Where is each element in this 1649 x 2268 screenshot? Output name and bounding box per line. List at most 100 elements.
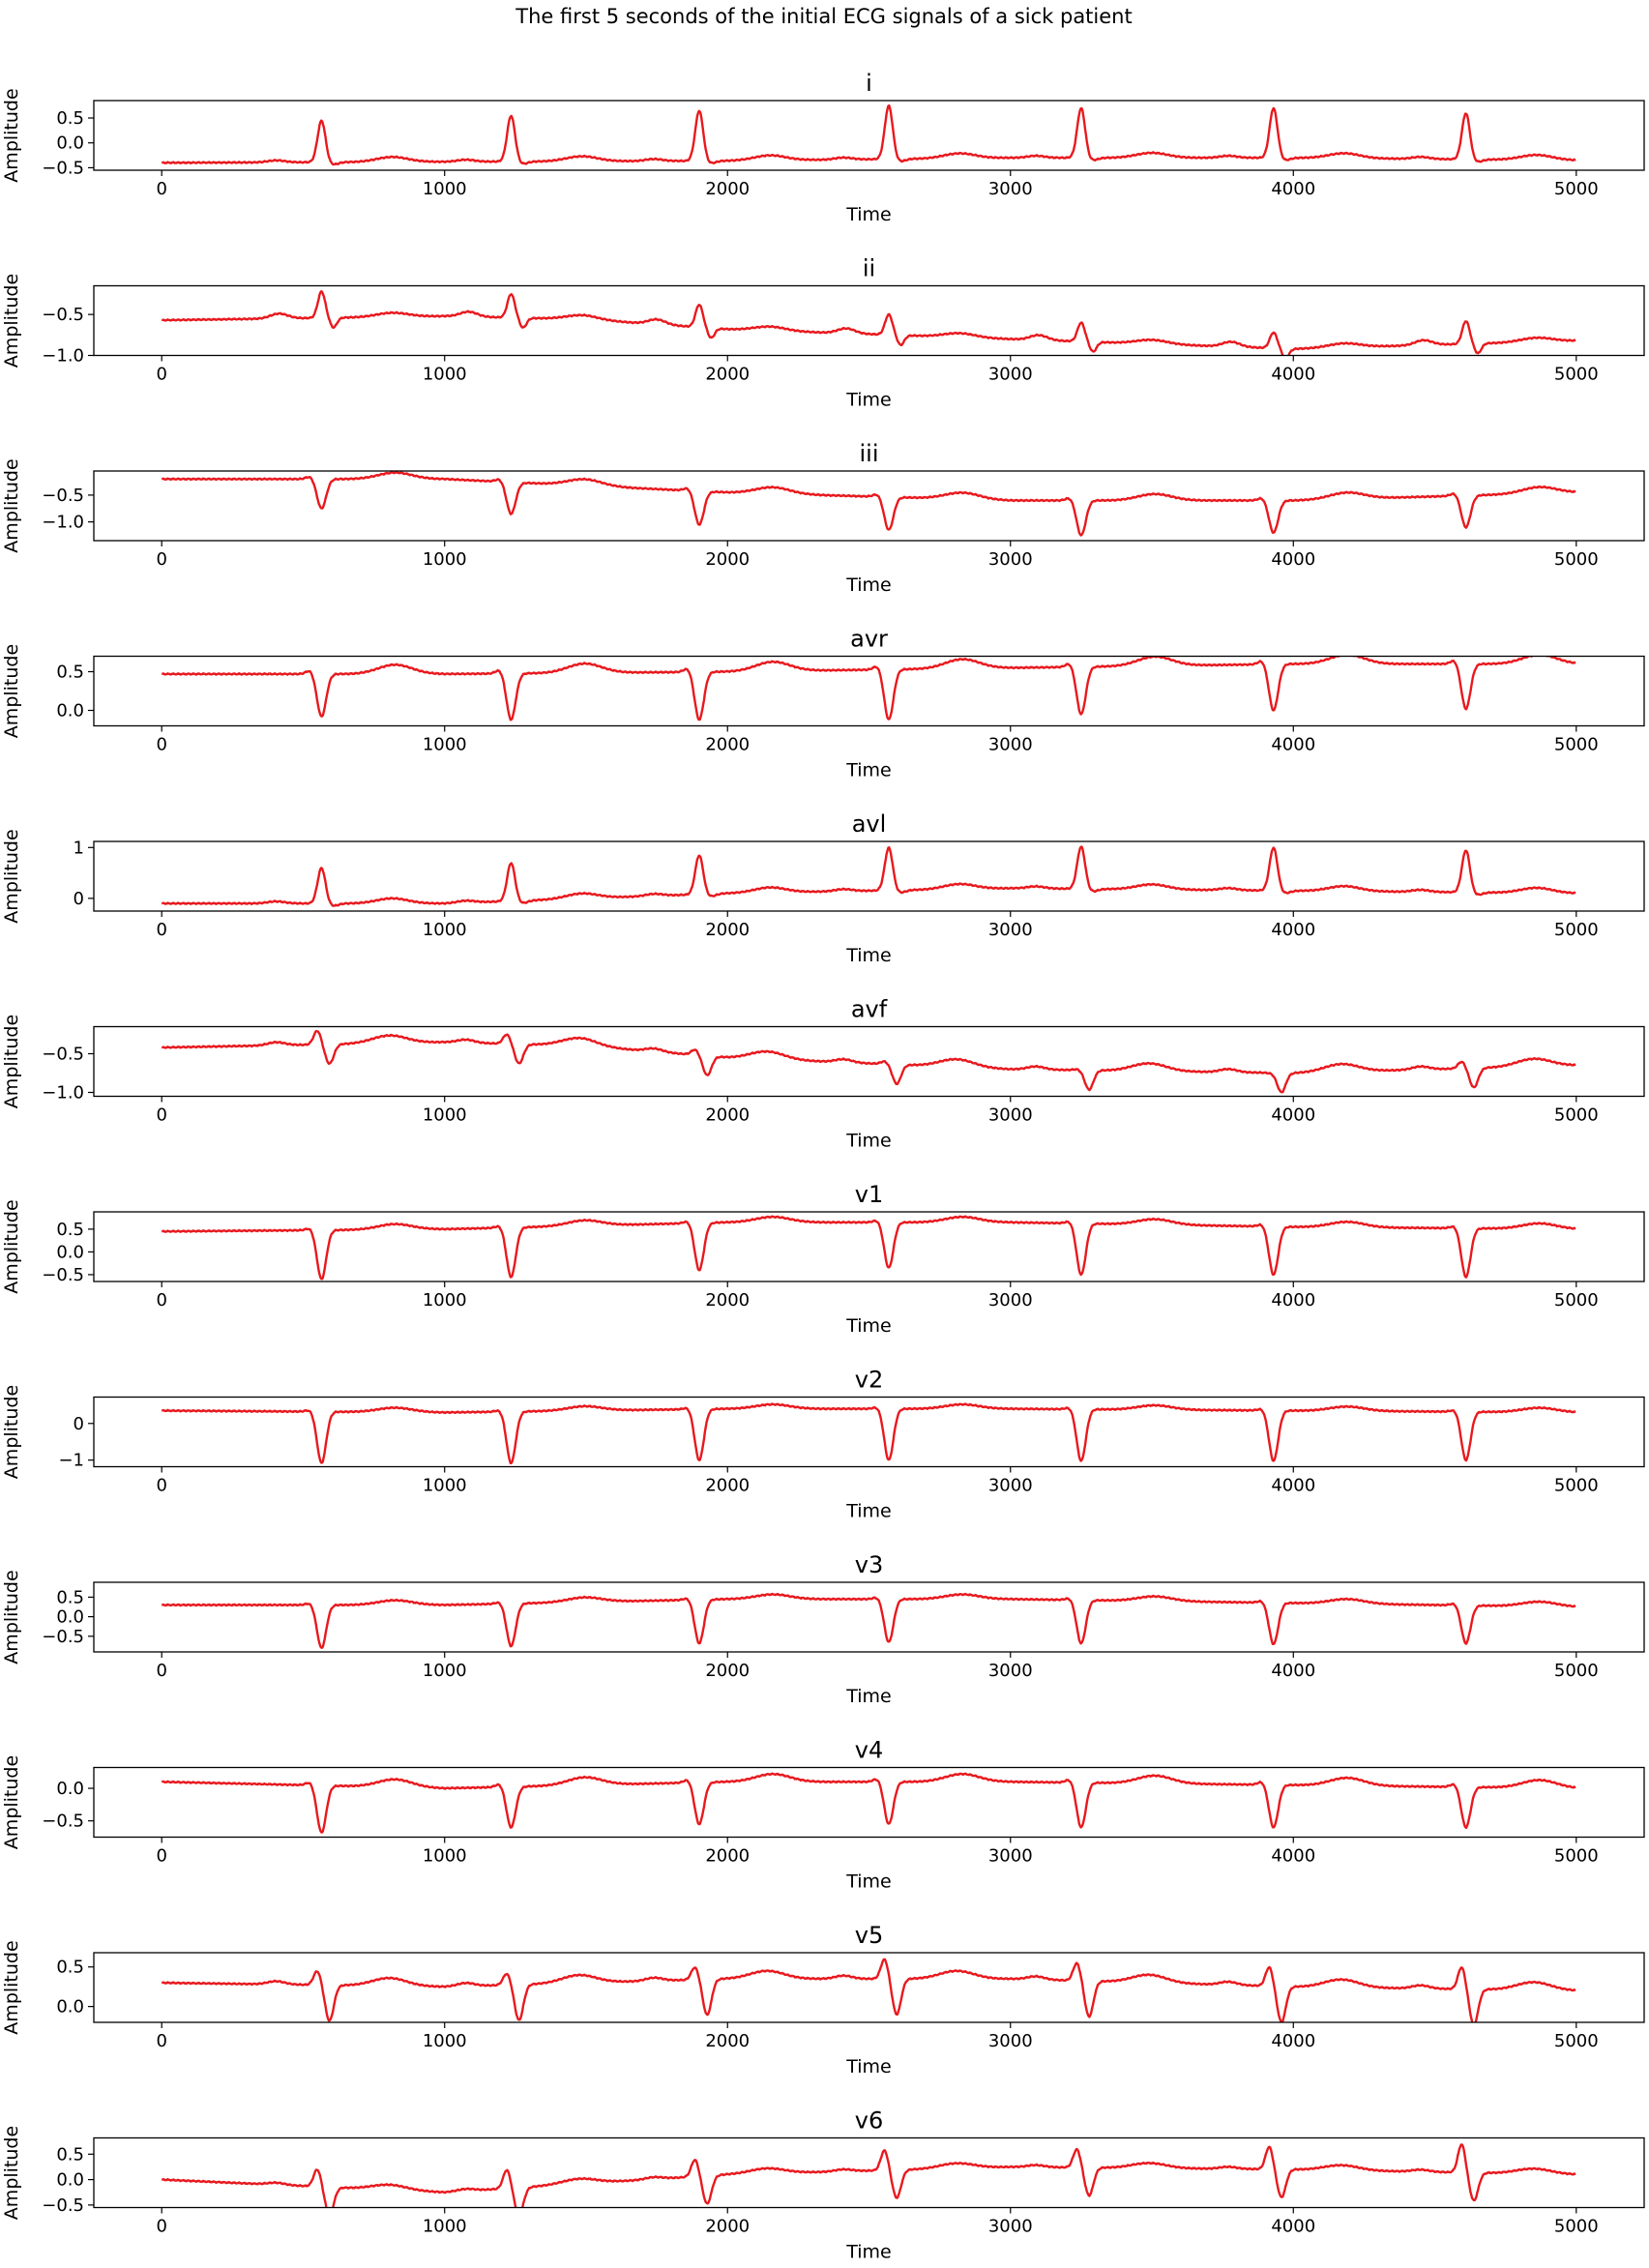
x-axis-label-v1: Time	[845, 1315, 892, 1337]
y-axis-label-v3: Amplitude	[1, 1570, 22, 1664]
x-tick-label-v3-4000: 4000	[1271, 1661, 1315, 1681]
y-tick-label-v6-1: 0.0	[56, 2170, 84, 2191]
ecg-panel-avf: avf 0 1000 2000 3000 4000 5000 −1.0 −0.5 Time Ampl…	[1, 996, 1645, 1152]
x-tick-label-v2-4000: 4000	[1271, 1476, 1315, 1496]
x-tick-label-avr-4000: 4000	[1271, 735, 1315, 755]
x-tick-label-iii-3000: 3000	[988, 549, 1033, 570]
ecg-panel-v4: v4 0 1000 2000 3000 4000 5000 −0.5 0.0 Time Amplit…	[1, 1737, 1645, 1893]
x-tick-label-v6-1000: 1000	[423, 2217, 467, 2237]
figure-title: The first 5 seconds of the initial ECG s…	[515, 5, 1132, 28]
x-tick-label-v4-0: 0	[156, 1846, 166, 1867]
axes-frame-v4	[93, 1766, 1645, 1839]
x-axis-label-avf: Time	[845, 1131, 892, 1152]
x-tick-label-i-3000: 3000	[988, 179, 1033, 199]
x-tick-label-v4-2000: 2000	[705, 1846, 750, 1867]
x-tick-label-avf-5000: 5000	[1554, 1105, 1599, 1126]
ecg-panel-avr: avr 0 1000 2000 3000 4000 5000 0.0 0.5 Time Amplit…	[1, 626, 1645, 781]
panel-title-v3: v3	[855, 1551, 883, 1578]
x-tick-label-avr-3000: 3000	[988, 735, 1033, 755]
x-tick-label-ii-5000: 5000	[1554, 365, 1599, 385]
y-tick-label-v4-0: −0.5	[42, 1811, 84, 1832]
ecg-panel-v6: v6 0 1000 2000 3000 4000 5000 −0.5 0.0 0.5 Time Amp…	[1, 2107, 1645, 2263]
y-axis-label-ii: Amplitude	[1, 274, 22, 368]
panel-title-avr: avr	[850, 626, 888, 653]
y-tick-label-avf-1: −0.5	[42, 1045, 84, 1065]
ecg-panel-v3: v3 0 1000 2000 3000 4000 5000 −0.50.00.5 Time Amp…	[1, 1551, 1645, 1707]
y-tick-label-v3-0: −0.5	[42, 1627, 84, 1647]
y-tick-label-avl-1: 1	[74, 838, 84, 858]
x-tick-label-v5-4000: 4000	[1271, 2031, 1315, 2051]
y-tick-label-v1-0: −0.5	[42, 1265, 84, 1285]
x-axis-label-v4: Time	[845, 1871, 892, 1893]
x-tick-label-v1-5000: 5000	[1554, 1290, 1599, 1311]
series-line-v1	[161, 1215, 1576, 1281]
x-tick-label-avr-0: 0	[156, 735, 166, 755]
x-axis-label-v5: Time	[845, 2056, 892, 2077]
x-tick-label-i-5000: 5000	[1554, 179, 1599, 199]
x-tick-label-v2-0: 0	[156, 1476, 166, 1496]
x-tick-label-i-4000: 4000	[1271, 179, 1315, 199]
x-tick-label-v5-3000: 3000	[988, 2031, 1033, 2051]
panels: i0 1000 2000 3000 4000 5000−0.50.00.5TimeAmpl…	[1, 70, 1645, 2263]
x-tick-label-avf-3000: 3000	[988, 1105, 1033, 1126]
x-axis-label-ii: Time	[845, 390, 892, 411]
y-tick-label-i-1: 0.0	[56, 133, 84, 154]
x-tick-label-v4-4000: 4000	[1271, 1846, 1315, 1867]
x-tick-label-ii-3000: 3000	[988, 365, 1033, 385]
x-tick-label-v3-1000: 1000	[423, 1661, 467, 1681]
y-tick-label-i-0: −0.5	[42, 158, 84, 178]
x-tick-label-avf-0: 0	[156, 1105, 166, 1126]
x-tick-label-v1-0: 0	[156, 1290, 166, 1311]
ecg-panel-i: i 0 1000 2000 3000 4000 5000 −0.5 0.0 0.5 Time Ampl…	[1, 70, 1645, 225]
x-tick-label-v3-0: 0	[156, 1661, 166, 1681]
panel-title-avf: avf	[851, 996, 888, 1023]
y-axis-label-avr: Amplitude	[1, 644, 22, 738]
ecg-panel-iii: iii 0 1000 2000 3000 4000 5000 −1.0 −0.5 Time Ampl…	[1, 440, 1645, 596]
x-tick-label-v5-0: 0	[156, 2031, 166, 2051]
axes-frame-i	[93, 100, 1645, 171]
axes-frame-ii	[93, 284, 1645, 357]
y-tick-label-ii-1: −0.5	[42, 305, 84, 325]
x-tick-label-v5-1000: 1000	[423, 2031, 467, 2051]
ecg-panel-v2: v2 0 1000 2000 3000 4000 5000 −1 0 Time Amplitude	[1, 1367, 1645, 1522]
y-tick-label-iii-1: −0.5	[42, 486, 84, 506]
x-tick-label-v2-5000: 5000	[1554, 1476, 1599, 1496]
axes-frame-avl	[93, 840, 1645, 912]
x-axis-label-v6: Time	[845, 2242, 892, 2263]
x-tick-label-v6-5000: 5000	[1554, 2217, 1599, 2237]
x-tick-label-iii-1000: 1000	[423, 549, 467, 570]
series-line-avr	[161, 656, 1576, 722]
x-tick-label-i-2000: 2000	[705, 179, 750, 199]
x-axis-label-v3: Time	[845, 1686, 892, 1707]
y-tick-label-v5-0: 0.0	[56, 1997, 84, 2018]
x-tick-label-ii-1000: 1000	[423, 365, 467, 385]
x-tick-label-avr-5000: 5000	[1554, 735, 1599, 755]
x-axis-label-iii: Time	[845, 574, 892, 596]
x-tick-label-v4-1000: 1000	[423, 1846, 467, 1867]
ecg-panel-avl: avl 0 1000 2000 3000 4000 5000 0 1 Time Amplitude	[1, 810, 1645, 966]
x-tick-label-v1-3000: 3000	[988, 1290, 1033, 1311]
panel-title-i: i	[866, 70, 872, 97]
x-tick-label-avl-0: 0	[156, 920, 166, 940]
y-axis-label-avl: Amplitude	[1, 829, 22, 923]
x-tick-label-avf-1000: 1000	[423, 1105, 467, 1126]
axes-frame-v3	[93, 1581, 1645, 1653]
x-tick-label-avl-1000: 1000	[423, 920, 467, 940]
y-tick-label-v6-2: 0.5	[56, 2144, 84, 2165]
x-tick-label-i-0: 0	[156, 179, 166, 199]
y-axis-label-v2: Amplitude	[1, 1385, 22, 1479]
axes-frame-avr	[93, 655, 1645, 727]
y-tick-label-avr-1: 0.5	[56, 663, 84, 683]
y-axis-label-avf: Amplitude	[1, 1015, 22, 1108]
x-tick-label-v4-5000: 5000	[1554, 1846, 1599, 1867]
x-tick-label-iii-0: 0	[156, 549, 166, 570]
series-line-v3	[161, 1592, 1576, 1649]
x-tick-label-avl-3000: 3000	[988, 920, 1033, 940]
x-tick-label-v3-3000: 3000	[988, 1661, 1033, 1681]
x-tick-label-v1-1000: 1000	[423, 1290, 467, 1311]
panel-title-v6: v6	[855, 2107, 883, 2135]
axes-frame-avf	[93, 1025, 1645, 1098]
panel-title-v4: v4	[855, 1737, 883, 1764]
x-tick-label-v1-4000: 4000	[1271, 1290, 1315, 1311]
